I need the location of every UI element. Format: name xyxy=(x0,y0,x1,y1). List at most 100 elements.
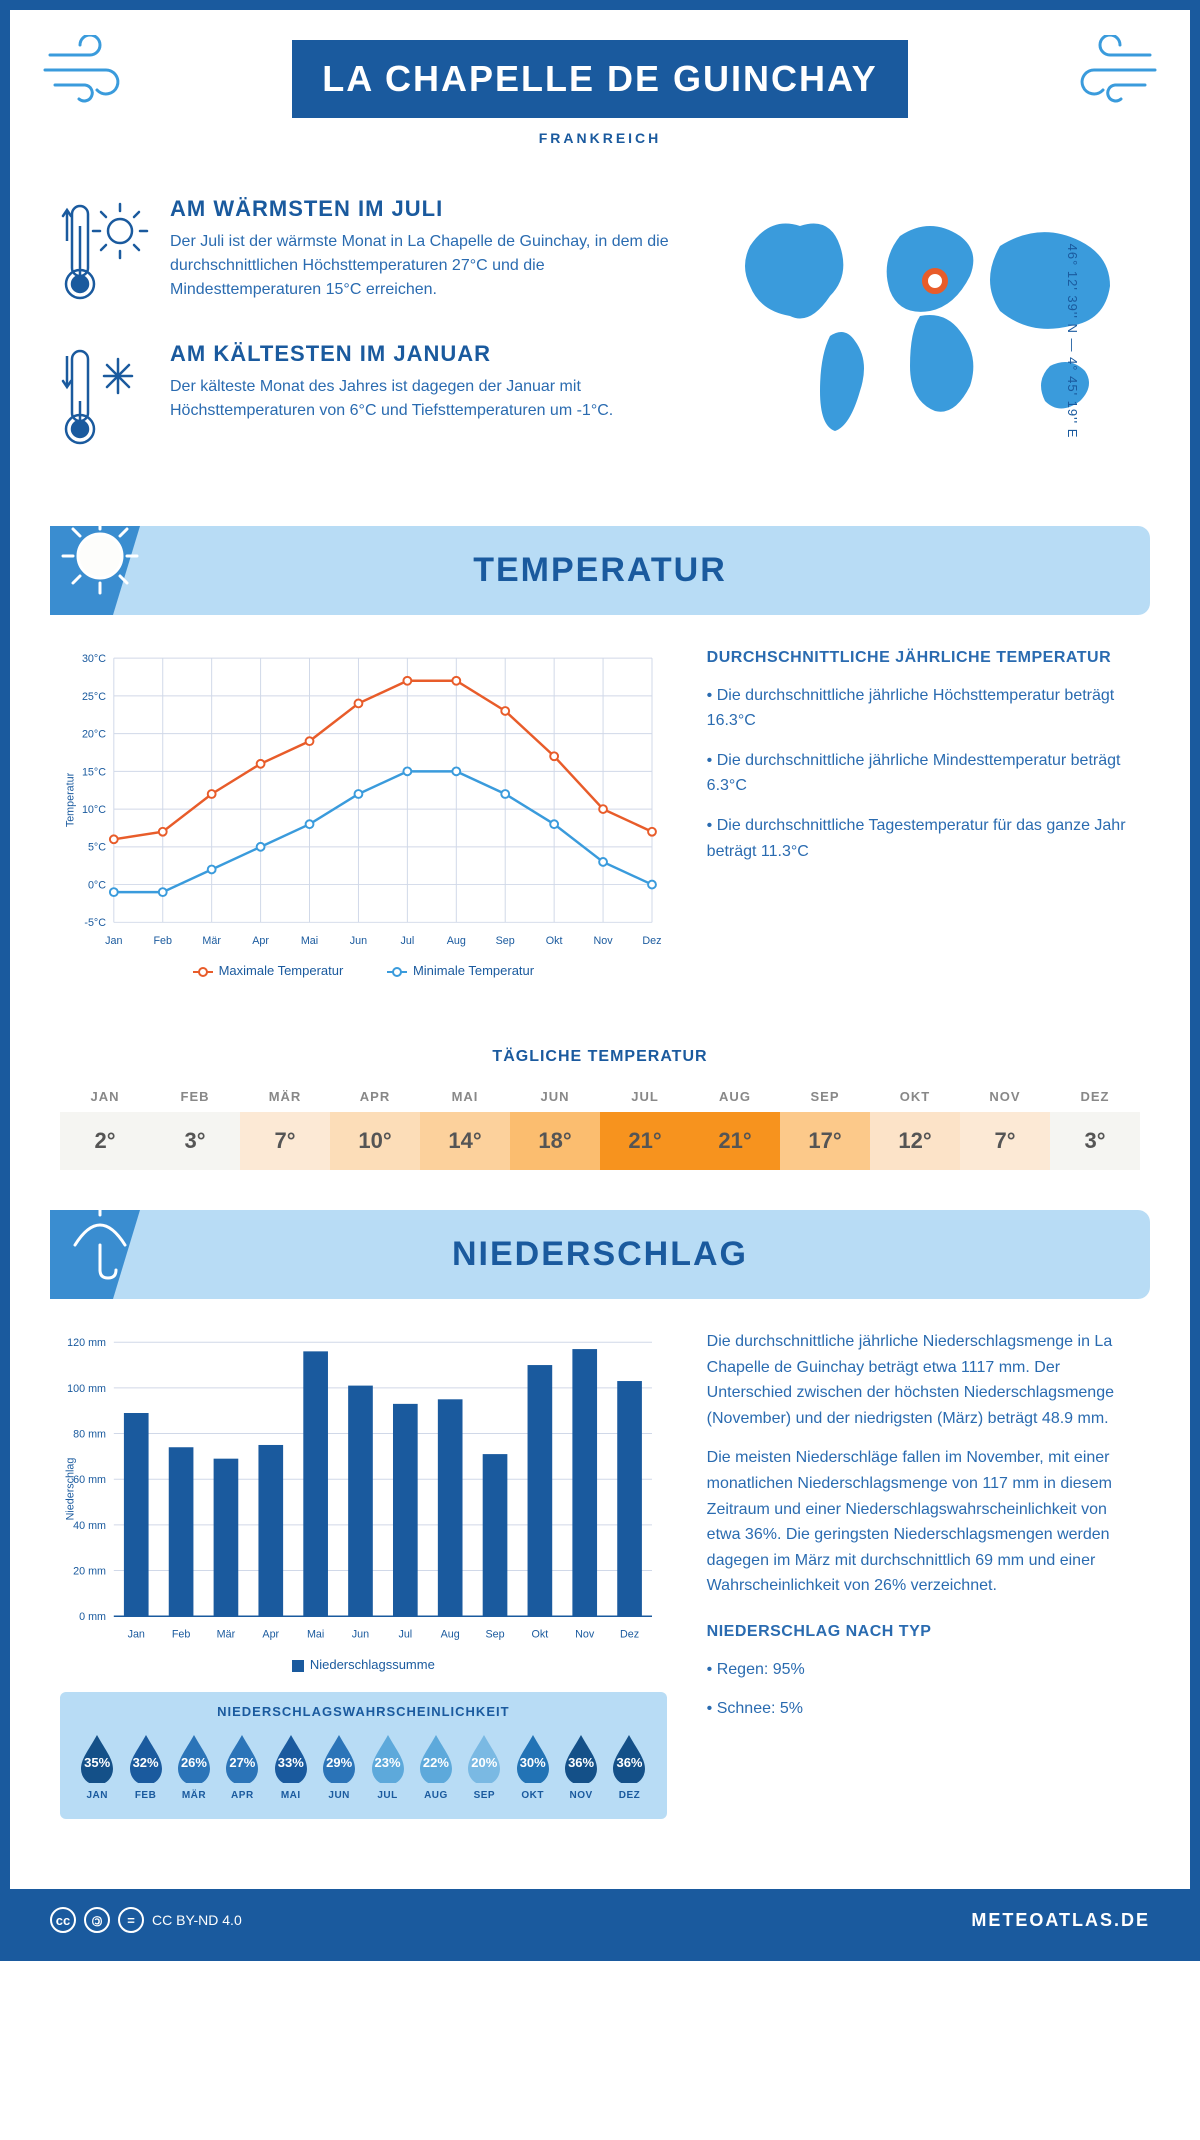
precip-body: 0 mm20 mm40 mm60 mm80 mm100 mm120 mmNied… xyxy=(10,1329,1190,1859)
temp-cell: JAN2° xyxy=(60,1081,150,1170)
svg-text:Jul: Jul xyxy=(400,935,414,947)
umbrella-icon xyxy=(55,1195,145,1290)
temperature-body: -5°C0°C5°C10°C15°C20°C25°C30°CJanFebMärA… xyxy=(10,645,1190,1018)
svg-text:25°C: 25°C xyxy=(82,691,106,703)
temp-bullet: • Die durchschnittliche Tagestemperatur … xyxy=(707,813,1140,864)
precip-drop: 22%AUG xyxy=(414,1731,458,1801)
temperature-chart-container: -5°C0°C5°C10°C15°C20°C25°C30°CJanFebMärA… xyxy=(60,645,667,978)
svg-text:20 mm: 20 mm xyxy=(73,1565,106,1577)
svg-text:Mär: Mär xyxy=(202,935,221,947)
temp-text-title: DURCHSCHNITTLICHE JÄHRLICHE TEMPERATUR xyxy=(707,645,1140,671)
country-label: FRANKREICH xyxy=(50,130,1150,146)
daily-temp-table: JAN2°FEB3°MÄR7°APR10°MAI14°JUN18°JUL21°A… xyxy=(60,1081,1140,1170)
precip-drop: 36%NOV xyxy=(559,1731,603,1801)
intro-section: AM WÄRMSTEN IM JULI Der Juli ist der wär… xyxy=(10,166,1190,526)
svg-text:5°C: 5°C xyxy=(88,842,106,854)
legend-min-temp: Minimale Temperatur xyxy=(413,963,534,978)
precip-chart-container: 0 mm20 mm40 mm60 mm80 mm100 mm120 mmNied… xyxy=(60,1329,667,1819)
legend-max-temp: Maximale Temperatur xyxy=(219,963,344,978)
temp-cell: APR10° xyxy=(330,1081,420,1170)
svg-text:Sep: Sep xyxy=(485,1629,504,1641)
temp-cell: SEP17° xyxy=(780,1081,870,1170)
svg-text:Nov: Nov xyxy=(575,1629,595,1641)
facts-column: AM WÄRMSTEN IM JULI Der Juli ist der wär… xyxy=(60,196,680,486)
precip-drop: 33%MAI xyxy=(269,1731,313,1801)
precip-type-bullet: • Schnee: 5% xyxy=(707,1696,1140,1722)
svg-text:Apr: Apr xyxy=(262,1629,279,1641)
temp-cell: AUG21° xyxy=(690,1081,780,1170)
thermometer-cold-icon xyxy=(60,341,150,456)
wind-icon xyxy=(40,35,140,110)
svg-text:80 mm: 80 mm xyxy=(73,1428,106,1440)
precip-text: Die durchschnittliche jährliche Niedersc… xyxy=(707,1329,1140,1819)
svg-text:120 mm: 120 mm xyxy=(67,1337,106,1349)
temp-cell: OKT12° xyxy=(870,1081,960,1170)
svg-text:Sep: Sep xyxy=(496,935,515,947)
fact-coldest-title: AM KÄLTESTEN IM JANUAR xyxy=(170,341,680,367)
svg-text:Jul: Jul xyxy=(398,1629,412,1641)
daily-temp-title: TÄGLICHE TEMPERATUR xyxy=(10,1048,1190,1066)
by-icon: 🄯 xyxy=(84,1907,110,1933)
fact-warmest: AM WÄRMSTEN IM JULI Der Juli ist der wär… xyxy=(60,196,680,311)
temp-bullet: • Die durchschnittliche jährliche Mindes… xyxy=(707,748,1140,799)
svg-text:Okt: Okt xyxy=(532,1629,549,1641)
svg-text:Dez: Dez xyxy=(620,1629,639,1641)
section-title: TEMPERATUR xyxy=(70,551,1130,590)
precip-drop: 35%JAN xyxy=(75,1731,119,1801)
temperature-legend: Maximale Temperatur Minimale Temperatur xyxy=(60,963,667,978)
svg-text:Apr: Apr xyxy=(252,935,269,947)
svg-text:15°C: 15°C xyxy=(82,766,106,778)
svg-text:Jun: Jun xyxy=(350,935,367,947)
precip-drop: 32%FEB xyxy=(123,1731,167,1801)
license-text: CC BY-ND 4.0 xyxy=(152,1912,242,1928)
svg-text:Nov: Nov xyxy=(594,935,614,947)
precip-drop: 20%SEP xyxy=(462,1731,506,1801)
precip-drop: 29%JUN xyxy=(317,1731,361,1801)
precip-legend: Niederschlagssumme xyxy=(60,1657,667,1672)
precip-prob-title: NIEDERSCHLAGSWAHRSCHEINLICHKEIT xyxy=(75,1704,652,1719)
svg-text:Aug: Aug xyxy=(447,935,466,947)
precip-drop: 27%APR xyxy=(220,1731,264,1801)
precip-paragraph: Die durchschnittliche jährliche Niedersc… xyxy=(707,1329,1140,1431)
temp-bullet: • Die durchschnittliche jährliche Höchst… xyxy=(707,683,1140,734)
svg-text:Feb: Feb xyxy=(153,935,172,947)
nd-icon: = xyxy=(118,1907,144,1933)
precip-drop: 30%OKT xyxy=(511,1731,555,1801)
svg-text:20°C: 20°C xyxy=(82,729,106,741)
svg-text:Mär: Mär xyxy=(217,1629,236,1641)
temp-cell: NOV7° xyxy=(960,1081,1050,1170)
temp-cell: MÄR7° xyxy=(240,1081,330,1170)
precip-drop: 36%DEZ xyxy=(607,1731,651,1801)
fact-warmest-text: Der Juli ist der wärmste Monat in La Cha… xyxy=(170,230,680,302)
svg-text:30°C: 30°C xyxy=(82,653,106,665)
map-column: 46° 12' 39'' N — 4° 45' 19'' E xyxy=(720,196,1140,486)
temp-cell: FEB3° xyxy=(150,1081,240,1170)
svg-text:100 mm: 100 mm xyxy=(67,1383,106,1395)
fact-coldest: AM KÄLTESTEN IM JANUAR Der kälteste Mona… xyxy=(60,341,680,456)
section-header-temperature: TEMPERATUR xyxy=(50,526,1150,615)
fact-coldest-text: Der kälteste Monat des Jahres ist dagege… xyxy=(170,375,680,423)
fact-warmest-title: AM WÄRMSTEN IM JULI xyxy=(170,196,680,222)
precip-paragraph: Die meisten Niederschläge fallen im Nove… xyxy=(707,1445,1140,1599)
svg-text:Okt: Okt xyxy=(546,935,563,947)
precip-type-title: NIEDERSCHLAG NACH TYP xyxy=(707,1619,1140,1645)
svg-text:Niederschlag: Niederschlag xyxy=(65,1458,77,1521)
legend-precip-sum: Niederschlagssumme xyxy=(310,1657,435,1672)
infographic-page: LA CHAPELLE DE GUINCHAY FRANKREICH AM WÄ… xyxy=(0,0,1200,1961)
footer: cc 🄯 = CC BY-ND 4.0 METEOATLAS.DE xyxy=(10,1889,1190,1951)
svg-text:Jan: Jan xyxy=(105,935,122,947)
svg-text:10°C: 10°C xyxy=(82,804,106,816)
page-title: LA CHAPELLE DE GUINCHAY xyxy=(292,40,907,118)
cc-icon: cc xyxy=(50,1907,76,1933)
svg-text:Dez: Dez xyxy=(642,935,661,947)
temp-cell: JUL21° xyxy=(600,1081,690,1170)
temp-cell: DEZ3° xyxy=(1050,1081,1140,1170)
thermometer-hot-icon xyxy=(60,196,150,311)
wind-icon xyxy=(1060,35,1160,110)
temperature-line-chart: -5°C0°C5°C10°C15°C20°C25°C30°CJanFebMärA… xyxy=(60,645,667,955)
header: LA CHAPELLE DE GUINCHAY FRANKREICH xyxy=(10,10,1190,166)
svg-text:Jan: Jan xyxy=(128,1629,145,1641)
license: cc 🄯 = CC BY-ND 4.0 xyxy=(50,1907,242,1933)
svg-text:Temperatur: Temperatur xyxy=(65,772,77,827)
temperature-text: DURCHSCHNITTLICHE JÄHRLICHE TEMPERATUR •… xyxy=(707,645,1140,978)
